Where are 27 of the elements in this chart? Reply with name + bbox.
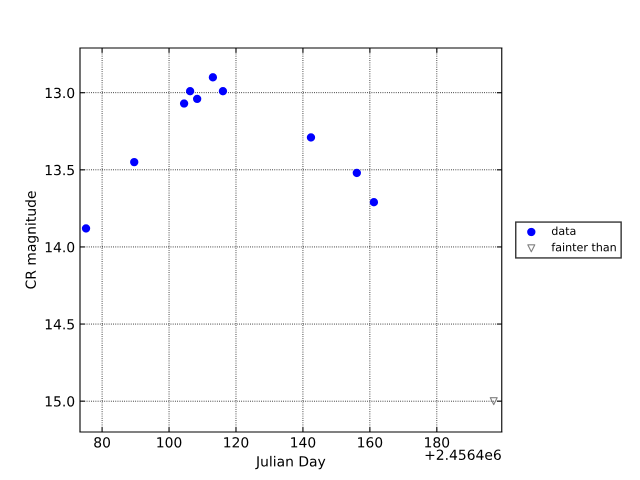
y-tick-label: 15.0 <box>46 396 74 407</box>
text: +2.4564e6 <box>426 450 501 460</box>
y-tick-label: 13.0 <box>46 88 74 98</box>
y-tick-label: 14.5 <box>46 319 74 330</box>
x-tick-label: 180 <box>425 437 450 448</box>
y-axis-title: CR magnitude <box>25 191 39 289</box>
x-tick-label: 80 <box>94 437 110 448</box>
point <box>490 397 498 406</box>
x-axis-title: Julian Day <box>255 456 326 470</box>
y-tick-label: 13.5 <box>46 164 74 176</box>
legend-label: data <box>552 226 576 236</box>
legend-label: fainter than <box>552 242 616 252</box>
point <box>180 99 188 108</box>
point <box>218 87 228 96</box>
point <box>192 94 202 104</box>
x-tick-label: 140 <box>291 437 316 448</box>
point <box>352 168 361 178</box>
point <box>306 133 316 142</box>
x-tick-label: 120 <box>224 437 248 448</box>
point <box>130 158 138 166</box>
x-tick-label: 160 <box>358 437 382 448</box>
point <box>370 198 378 206</box>
y-tick-label: 14.0 <box>46 242 74 252</box>
point <box>186 87 194 96</box>
point <box>208 73 218 82</box>
x-tick-label: 100 <box>157 437 182 448</box>
point <box>82 224 90 233</box>
